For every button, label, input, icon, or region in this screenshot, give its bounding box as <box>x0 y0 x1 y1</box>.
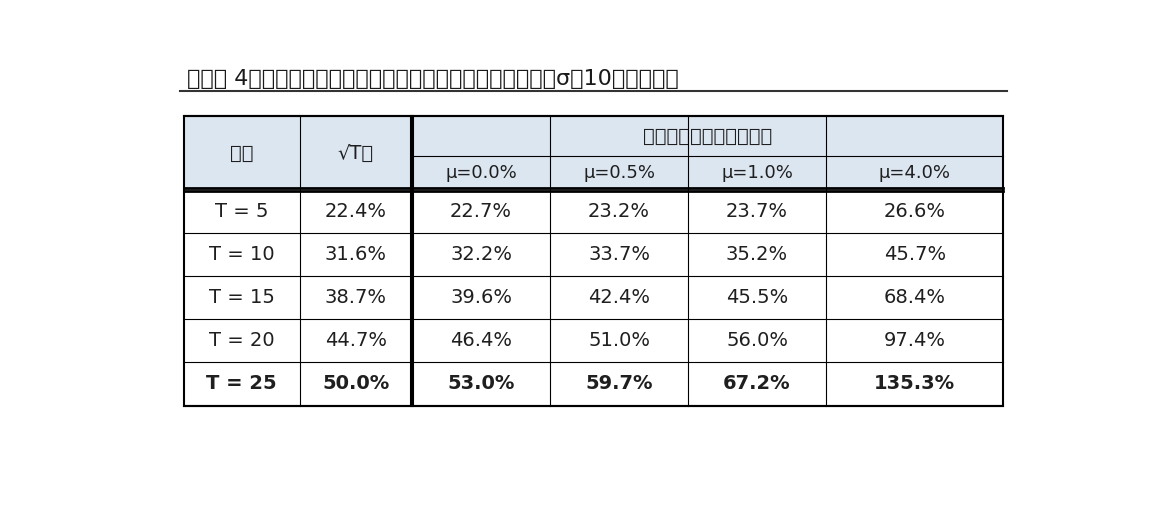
Bar <box>412 156 550 190</box>
Text: 68.4%: 68.4% <box>884 288 946 307</box>
Text: μ=4.0%: μ=4.0% <box>879 164 951 182</box>
Text: 67.2%: 67.2% <box>724 375 791 394</box>
Text: 50.0%: 50.0% <box>322 375 389 394</box>
Text: 38.7%: 38.7% <box>325 288 387 307</box>
Text: 22.7%: 22.7% <box>450 202 512 221</box>
Bar <box>183 233 1004 276</box>
Bar <box>183 319 1004 363</box>
Bar <box>826 156 1004 190</box>
Bar <box>300 116 412 190</box>
Text: 59.7%: 59.7% <box>585 375 653 394</box>
Text: T = 15: T = 15 <box>208 288 274 307</box>
Text: T = 5: T = 5 <box>215 202 269 221</box>
Bar <box>183 363 1004 406</box>
Text: 42.4%: 42.4% <box>588 288 650 307</box>
Bar <box>183 190 1004 233</box>
Text: μ=1.0%: μ=1.0% <box>721 164 793 182</box>
Text: T = 20: T = 20 <box>208 331 274 351</box>
Text: 23.7%: 23.7% <box>726 202 787 221</box>
Text: μ=0.5%: μ=0.5% <box>582 164 655 182</box>
Text: 32.2%: 32.2% <box>450 245 512 264</box>
Text: 26.6%: 26.6% <box>884 202 946 221</box>
Text: 【図表 4】期待リターン別、投資期間別長期投資のリスク（σ＝10％の場合）: 【図表 4】期待リターン別、投資期間別長期投資のリスク（σ＝10％の場合） <box>188 69 679 89</box>
Text: 期間: 期間 <box>230 144 254 162</box>
Bar <box>688 156 826 190</box>
Bar <box>412 116 1004 156</box>
Text: 22.4%: 22.4% <box>325 202 387 221</box>
Text: 97.4%: 97.4% <box>884 331 946 351</box>
Bar <box>550 156 688 190</box>
Text: 39.6%: 39.6% <box>450 288 512 307</box>
Text: 135.3%: 135.3% <box>874 375 955 394</box>
Text: T = 25: T = 25 <box>206 375 277 394</box>
Text: 51.0%: 51.0% <box>588 331 650 351</box>
Text: 45.7%: 45.7% <box>884 245 946 264</box>
Text: √T倍: √T倍 <box>338 144 374 162</box>
Bar <box>183 276 1004 319</box>
Text: 45.5%: 45.5% <box>726 288 789 307</box>
Bar <box>183 116 1004 406</box>
Text: 44.7%: 44.7% <box>325 331 387 351</box>
Text: 23.2%: 23.2% <box>588 202 650 221</box>
Text: 35.2%: 35.2% <box>726 245 789 264</box>
Bar <box>183 116 300 190</box>
Text: 33.7%: 33.7% <box>588 245 650 264</box>
Text: 56.0%: 56.0% <box>726 331 787 351</box>
Text: シミュレーションの結果: シミュレーションの結果 <box>643 126 772 146</box>
Text: μ=0.0%: μ=0.0% <box>445 164 516 182</box>
Text: T = 10: T = 10 <box>208 245 274 264</box>
Text: 31.6%: 31.6% <box>325 245 387 264</box>
Text: 53.0%: 53.0% <box>447 375 515 394</box>
Text: 46.4%: 46.4% <box>450 331 512 351</box>
